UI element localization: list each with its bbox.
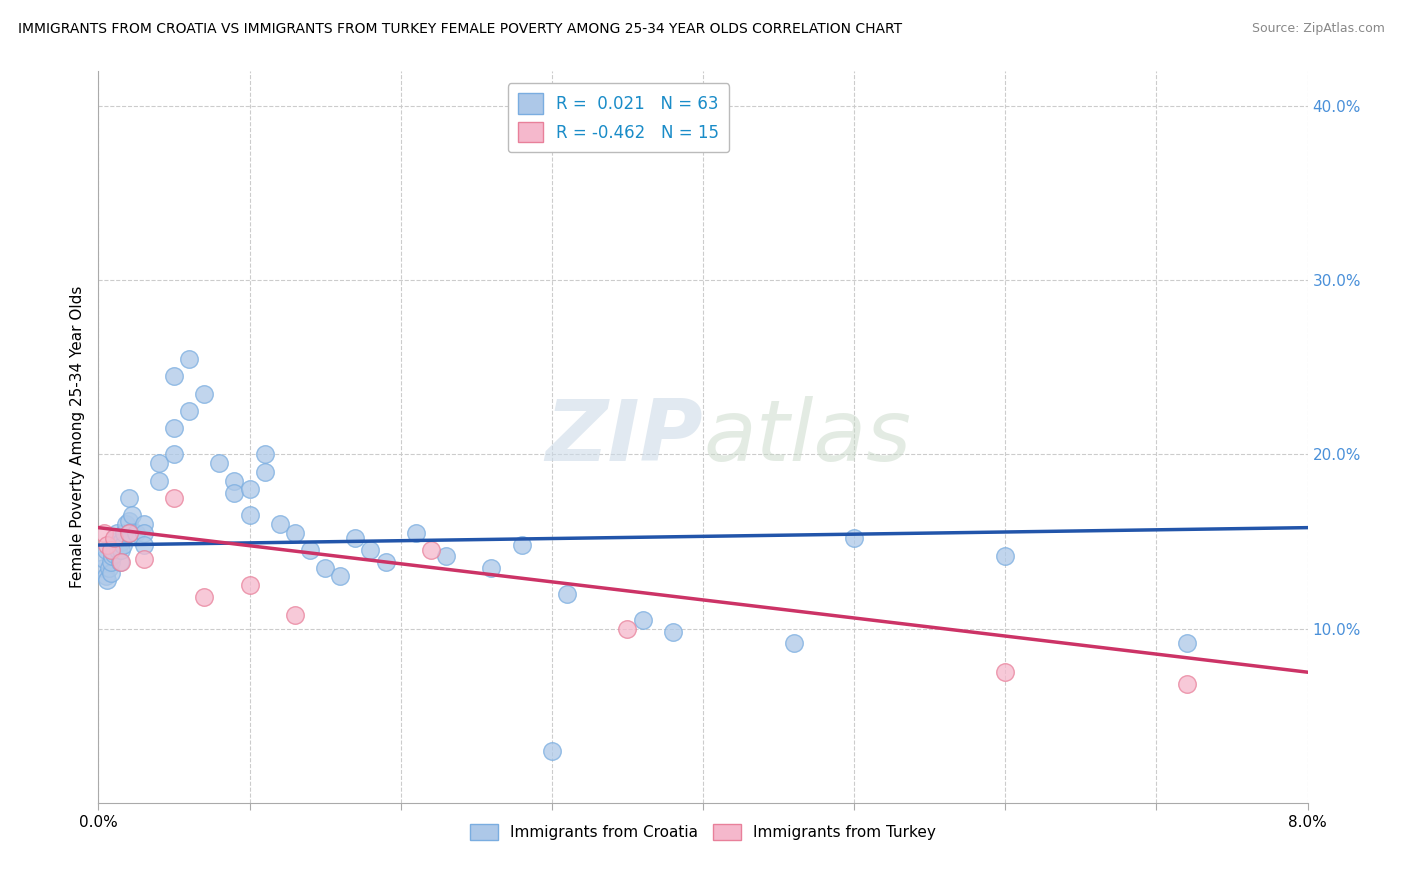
Text: atlas: atlas <box>703 395 911 479</box>
Point <box>100 543 122 558</box>
Point <box>481 560 503 574</box>
Point <box>224 485 246 500</box>
Point <box>193 386 215 401</box>
Point <box>96 573 118 587</box>
Point <box>844 531 866 545</box>
Point <box>1175 635 1198 649</box>
Point <box>163 491 186 505</box>
Point <box>125 525 148 540</box>
Point <box>111 538 134 552</box>
Point <box>108 556 131 570</box>
Text: ZIP: ZIP <box>546 395 703 479</box>
Point <box>284 607 307 622</box>
Legend: Immigrants from Croatia, Immigrants from Turkey: Immigrants from Croatia, Immigrants from… <box>464 818 942 847</box>
Point <box>253 448 276 462</box>
Point <box>94 543 117 558</box>
Point <box>163 421 186 435</box>
Point <box>374 556 396 570</box>
Point <box>105 525 128 540</box>
Point <box>112 525 135 540</box>
Point <box>118 514 141 528</box>
Point <box>163 448 186 462</box>
Point <box>107 543 129 558</box>
Point <box>269 517 291 532</box>
Point <box>253 465 276 479</box>
Point <box>555 587 578 601</box>
Point <box>783 635 806 649</box>
Point <box>344 531 367 545</box>
Y-axis label: Female Poverty Among 25-34 Year Olds: Female Poverty Among 25-34 Year Olds <box>69 286 84 588</box>
Point <box>148 456 170 470</box>
Point <box>93 525 115 540</box>
Point <box>284 525 307 540</box>
Point <box>96 538 118 552</box>
Point <box>100 556 122 570</box>
Point <box>510 538 533 552</box>
Point <box>994 549 1017 563</box>
Point <box>114 517 136 532</box>
Point <box>208 456 231 470</box>
Point <box>420 543 443 558</box>
Point <box>101 549 124 563</box>
Point <box>540 743 562 757</box>
Text: Source: ZipAtlas.com: Source: ZipAtlas.com <box>1251 22 1385 36</box>
Point <box>132 552 155 566</box>
Point <box>163 369 186 384</box>
Point <box>405 525 427 540</box>
Point <box>314 560 336 574</box>
Point <box>631 613 654 627</box>
Point <box>132 538 155 552</box>
Point <box>239 483 262 497</box>
Point <box>193 591 215 605</box>
Point <box>118 491 141 505</box>
Point <box>299 543 322 558</box>
Point <box>239 578 262 592</box>
Point <box>132 525 155 540</box>
Point <box>93 552 115 566</box>
Point <box>110 543 132 558</box>
Point <box>91 560 114 574</box>
Point <box>148 474 170 488</box>
Point <box>103 534 125 549</box>
Point <box>360 543 382 558</box>
Text: IMMIGRANTS FROM CROATIA VS IMMIGRANTS FROM TURKEY FEMALE POVERTY AMONG 25-34 YEA: IMMIGRANTS FROM CROATIA VS IMMIGRANTS FR… <box>18 22 903 37</box>
Point <box>329 569 352 583</box>
Point <box>110 534 132 549</box>
Point <box>103 531 125 545</box>
Point <box>121 508 143 523</box>
Point <box>239 508 262 523</box>
Point <box>661 625 683 640</box>
Point <box>103 538 125 552</box>
Point <box>224 474 246 488</box>
Point <box>110 556 132 570</box>
Point <box>103 547 125 561</box>
Point <box>100 566 122 580</box>
Point <box>98 560 121 574</box>
Point <box>94 569 117 583</box>
Point <box>616 622 638 636</box>
Point <box>179 404 201 418</box>
Point <box>118 525 141 540</box>
Point <box>179 351 201 366</box>
Point <box>132 517 155 532</box>
Point <box>118 525 141 540</box>
Point <box>994 665 1017 680</box>
Point <box>1175 677 1198 691</box>
Point <box>434 549 457 563</box>
